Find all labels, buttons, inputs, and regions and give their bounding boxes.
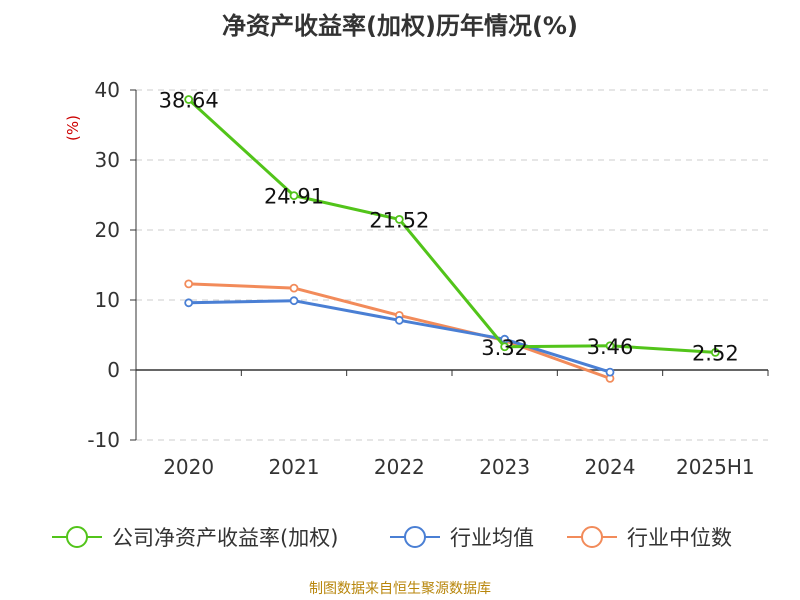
x-tick-label: 2025H1 [676, 455, 755, 479]
legend-label: 公司净资产收益率(加权) [112, 526, 338, 550]
data-labels: 38.64 24.91 21.52 3.32 3.46 2.52 [159, 89, 739, 366]
legend-marker-icon [404, 526, 426, 548]
axes: 40 30 20 10 0 -10 2020 2021 2022 2023 2024 2025H1 (%… [64, 78, 769, 479]
x-tick-label: 2020 [163, 455, 214, 479]
legend-label: 行业均值 [450, 526, 534, 550]
legend-item: 行业均值 [390, 526, 534, 550]
y-tick-label: 40 [95, 78, 120, 102]
x-tick-label: 2021 [269, 455, 320, 479]
data-point [184, 298, 194, 308]
x-tick-label: 2022 [374, 455, 425, 479]
footer-source: 制图数据来自恒生聚源数据库 [309, 581, 491, 597]
series-line [188, 282, 611, 380]
legend: 公司净资产收益率(加权) 行业均值 行业中位数 [52, 526, 732, 550]
data-label: 3.32 [481, 336, 528, 360]
y-tick-label: 20 [95, 218, 120, 242]
data-point [605, 367, 615, 377]
y-tick-label: -10 [87, 428, 120, 452]
y-tick-label: 10 [95, 288, 120, 312]
chart-title: 净资产收益率(加权)历年情况(%) [222, 12, 578, 40]
y-tick-label: 30 [95, 148, 120, 172]
data-label: 38.64 [159, 89, 219, 113]
data-point [710, 347, 720, 357]
series [184, 95, 720, 383]
data-point [184, 279, 194, 289]
legend-item: 公司净资产收益率(加权) [52, 526, 338, 550]
legend-marker-icon [581, 526, 603, 548]
legend-label: 行业中位数 [627, 526, 732, 550]
grid-lines [136, 89, 768, 441]
y-axis-label: (%) [64, 115, 82, 141]
data-point [500, 342, 510, 352]
data-label: 21.52 [369, 208, 429, 232]
data-label: 2.52 [692, 341, 739, 365]
data-point [289, 296, 299, 306]
legend-marker-icon [66, 526, 88, 548]
x-tick-label: 2024 [585, 455, 636, 479]
data-point [184, 95, 194, 104]
x-tick-label: 2023 [479, 455, 530, 479]
data-point [394, 214, 404, 224]
data-label: 24.91 [264, 185, 324, 209]
series-line [187, 98, 716, 354]
data-point [289, 283, 299, 293]
data-point [289, 191, 299, 201]
legend-item: 行业中位数 [567, 526, 732, 550]
y-tick-label: 0 [107, 358, 120, 382]
data-point [605, 341, 615, 351]
data-point [394, 315, 404, 325]
data-label: 3.46 [587, 335, 634, 359]
